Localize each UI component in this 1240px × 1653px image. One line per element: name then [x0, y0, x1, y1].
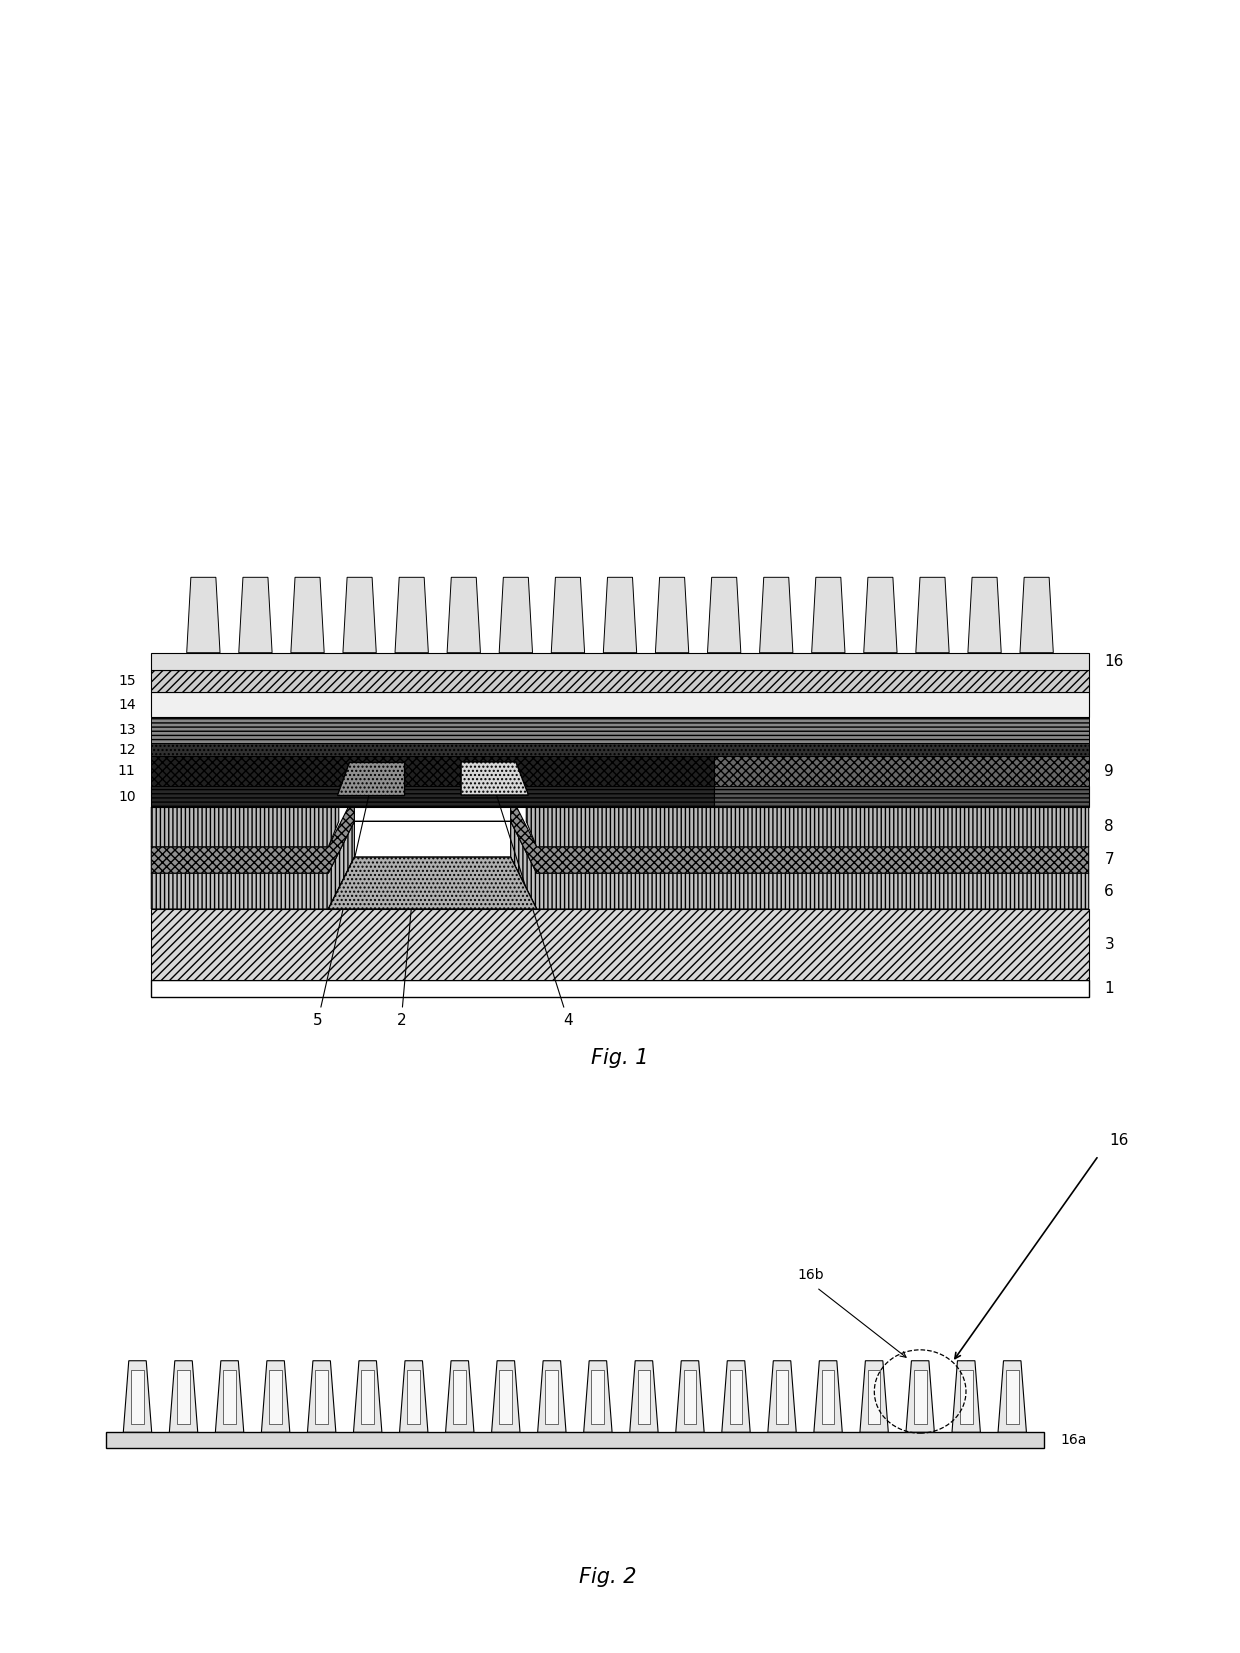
Polygon shape	[864, 577, 897, 653]
Polygon shape	[500, 577, 532, 653]
Bar	[151, 787, 714, 807]
Polygon shape	[630, 1360, 658, 1431]
Polygon shape	[353, 1360, 382, 1431]
Text: 10: 10	[118, 790, 135, 803]
Bar	[729, 1370, 743, 1423]
Polygon shape	[123, 1360, 151, 1431]
Bar	[591, 1370, 604, 1423]
Polygon shape	[998, 1360, 1027, 1431]
Polygon shape	[396, 577, 428, 653]
Text: 16: 16	[1110, 1132, 1128, 1149]
Polygon shape	[584, 1360, 613, 1431]
Bar	[223, 1370, 236, 1423]
Polygon shape	[151, 822, 1089, 909]
Bar	[151, 693, 1089, 717]
Polygon shape	[187, 577, 219, 653]
Polygon shape	[604, 577, 636, 653]
Polygon shape	[337, 762, 404, 795]
Polygon shape	[812, 577, 844, 653]
Polygon shape	[291, 577, 324, 653]
Text: Fig. 2: Fig. 2	[579, 1567, 636, 1587]
Bar	[151, 980, 1089, 997]
Polygon shape	[329, 858, 537, 909]
Polygon shape	[722, 1360, 750, 1431]
Polygon shape	[491, 1360, 520, 1431]
Polygon shape	[343, 577, 376, 653]
Polygon shape	[676, 1360, 704, 1431]
Polygon shape	[968, 577, 1001, 653]
Text: 4: 4	[496, 793, 573, 1028]
Bar	[151, 909, 1089, 980]
Polygon shape	[151, 795, 1089, 873]
Bar	[151, 669, 1089, 693]
Bar	[315, 1370, 329, 1423]
Polygon shape	[329, 858, 537, 909]
Bar	[637, 1370, 650, 1423]
Bar	[868, 1370, 880, 1423]
Bar	[546, 1370, 558, 1423]
Bar	[822, 1370, 835, 1423]
Polygon shape	[151, 722, 1089, 846]
Text: 16: 16	[1105, 653, 1123, 669]
Bar	[914, 1370, 926, 1423]
Polygon shape	[906, 1360, 934, 1431]
Bar	[177, 1370, 190, 1423]
Text: 14: 14	[118, 698, 135, 711]
Text: 13: 13	[118, 722, 135, 737]
Text: 7: 7	[1105, 853, 1114, 868]
Text: Fig. 1: Fig. 1	[591, 1048, 649, 1068]
Bar	[454, 1370, 466, 1423]
Polygon shape	[337, 762, 404, 795]
Polygon shape	[760, 577, 792, 653]
Bar	[361, 1370, 374, 1423]
Polygon shape	[768, 1360, 796, 1431]
Bar	[408, 1370, 420, 1423]
Bar	[151, 653, 1089, 669]
Polygon shape	[170, 1360, 197, 1431]
Polygon shape	[239, 577, 272, 653]
Polygon shape	[308, 1360, 336, 1431]
Text: 8: 8	[1105, 820, 1114, 835]
Text: 9: 9	[1105, 764, 1114, 779]
Polygon shape	[461, 762, 528, 795]
Bar	[131, 1370, 144, 1423]
Bar	[105, 1431, 1044, 1448]
Bar	[500, 1370, 512, 1423]
Text: 2: 2	[397, 907, 412, 1028]
Text: 16b: 16b	[797, 1268, 825, 1283]
Polygon shape	[859, 1360, 888, 1431]
Text: 5: 5	[314, 793, 370, 1028]
Bar	[960, 1370, 972, 1423]
Polygon shape	[538, 1360, 565, 1431]
Polygon shape	[656, 577, 688, 653]
Polygon shape	[552, 577, 584, 653]
Text: 15: 15	[118, 674, 135, 688]
Bar	[683, 1370, 697, 1423]
Bar	[1006, 1370, 1018, 1423]
Bar	[151, 757, 714, 787]
Polygon shape	[445, 1360, 474, 1431]
Polygon shape	[461, 762, 528, 795]
Bar	[714, 757, 1089, 787]
Polygon shape	[399, 1360, 428, 1431]
Bar	[151, 717, 1089, 744]
Text: 3: 3	[1105, 937, 1114, 952]
Text: 12: 12	[118, 742, 135, 757]
Polygon shape	[262, 1360, 290, 1431]
Polygon shape	[952, 1360, 981, 1431]
Polygon shape	[1021, 577, 1053, 653]
Bar	[714, 787, 1089, 807]
Text: 11: 11	[118, 764, 135, 779]
Bar	[776, 1370, 789, 1423]
Bar	[151, 744, 1089, 757]
Text: 1: 1	[1105, 980, 1114, 995]
Polygon shape	[448, 577, 480, 653]
Polygon shape	[216, 1360, 244, 1431]
Text: 16a: 16a	[1060, 1433, 1086, 1446]
Polygon shape	[813, 1360, 842, 1431]
Polygon shape	[708, 577, 740, 653]
Bar	[269, 1370, 281, 1423]
Polygon shape	[916, 577, 949, 653]
Text: 6: 6	[1105, 884, 1114, 899]
